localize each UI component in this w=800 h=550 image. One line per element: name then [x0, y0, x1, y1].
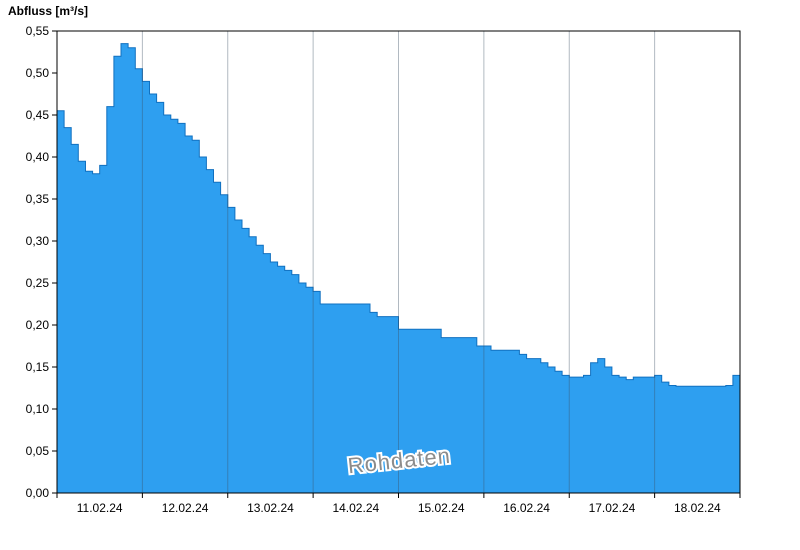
x-axis-tick-label: 16.02.24 — [503, 501, 550, 515]
x-axis-tick-label: 15.02.24 — [418, 501, 465, 515]
x-axis-tick-label: 13.02.24 — [247, 501, 294, 515]
y-axis-tick-label: 0,10 — [26, 402, 50, 416]
y-axis-tick-label: 0,40 — [26, 150, 50, 164]
x-axis-tick-label: 12.02.24 — [162, 501, 209, 515]
y-axis-tick-label: 0,35 — [26, 192, 50, 206]
area-series — [56, 43, 741, 494]
x-axis-tick-label: 14.02.24 — [332, 501, 379, 515]
y-axis-tick-label: 0,20 — [26, 318, 50, 332]
y-axis-tick-label: 0,50 — [26, 66, 50, 80]
y-axis-tick-label: 0,00 — [26, 486, 50, 500]
y-axis-tick-label: 0,25 — [26, 276, 50, 290]
x-axis-tick-label: 11.02.24 — [77, 501, 123, 515]
y-axis-tick-label: 0,45 — [26, 108, 50, 122]
y-axis-tick-label: 0,55 — [26, 24, 50, 38]
y-axis-tick-label: 0,05 — [26, 444, 50, 458]
y-axis-title: Abfluss [m³/s] — [8, 4, 89, 18]
y-axis-tick-label: 0,15 — [26, 360, 50, 374]
y-axis-tick-label: 0,30 — [26, 234, 50, 248]
x-axis-tick-label: 17.02.24 — [589, 501, 636, 515]
x-axis-tick-label: 18.02.24 — [674, 501, 721, 515]
